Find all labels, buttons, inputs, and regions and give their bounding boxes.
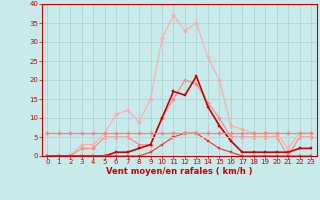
X-axis label: Vent moyen/en rafales ( km/h ): Vent moyen/en rafales ( km/h ) (106, 167, 252, 176)
